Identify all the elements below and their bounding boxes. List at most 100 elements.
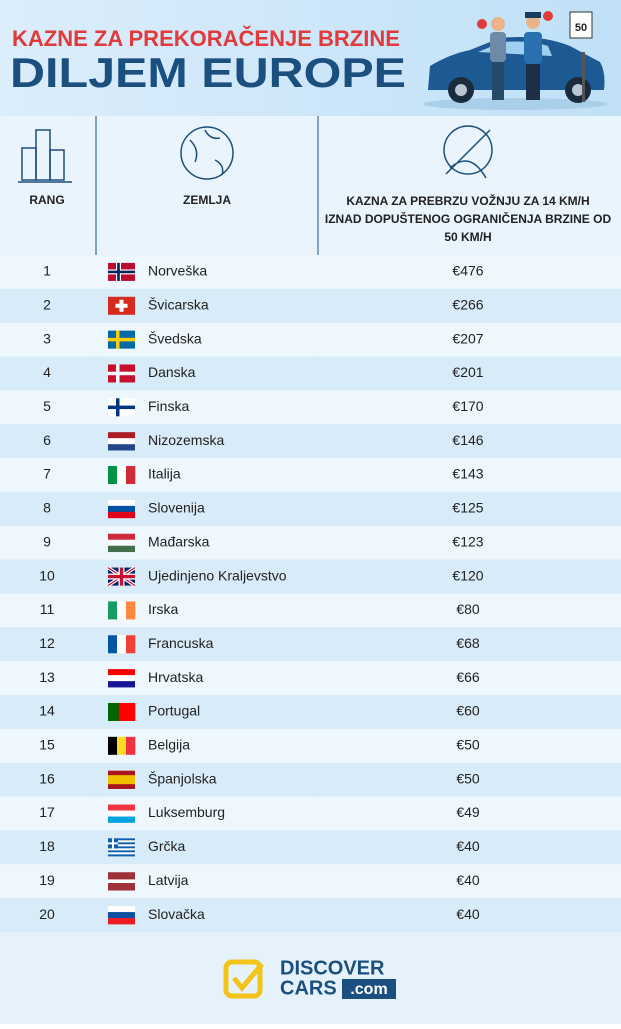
column-header: KAZNA ZA PREBRZU VOŽNJU ZA 14 KM/H IZNAD … xyxy=(325,193,612,244)
table-row: 11 Irska €80 xyxy=(0,593,621,628)
fine: €49 xyxy=(456,804,480,820)
flag-part xyxy=(108,879,135,884)
flag-part xyxy=(108,371,135,376)
fine: €40 xyxy=(456,838,480,854)
title-top: KAZNE ZA PREKORAČENJE BRZINE xyxy=(12,26,400,51)
flag-part xyxy=(126,736,136,755)
column-header: RANG xyxy=(29,193,64,207)
table-row: 15 Belgija €50 xyxy=(0,728,621,763)
row-bg xyxy=(0,661,621,696)
flag-part xyxy=(108,432,135,439)
flag-part xyxy=(108,852,135,855)
flag-part xyxy=(108,848,135,851)
flag-part xyxy=(108,775,135,785)
flag-part xyxy=(117,466,127,485)
flag-part xyxy=(108,635,118,654)
flag-part xyxy=(108,601,118,620)
row-bg xyxy=(0,593,621,628)
flag-part xyxy=(108,681,135,688)
country: Danska xyxy=(148,364,196,380)
flag-part xyxy=(108,438,135,445)
rank: 4 xyxy=(43,364,51,380)
rank: 20 xyxy=(39,906,55,922)
flag-part xyxy=(108,883,135,891)
fine: €66 xyxy=(456,669,480,685)
rank: 13 xyxy=(39,669,55,685)
fine: €120 xyxy=(452,567,483,583)
table-row: 7 Italija €143 xyxy=(0,458,621,493)
rank: 6 xyxy=(43,432,51,448)
rank: 16 xyxy=(39,770,55,786)
title-main: DILJEM EUROPE xyxy=(10,49,406,96)
fine: €123 xyxy=(452,533,483,549)
country: Luksemburg xyxy=(148,804,225,820)
flag-part xyxy=(108,846,135,849)
flag-part xyxy=(108,675,135,682)
country: Nizozemska xyxy=(148,432,224,448)
table-row: 4 Danska €201 xyxy=(0,356,621,391)
table-row: 5 Finska €170 xyxy=(0,390,621,425)
fine: €207 xyxy=(452,330,483,346)
country: Švedska xyxy=(148,330,202,346)
table-row: 19 Latvija €40 xyxy=(0,864,621,899)
flag-part xyxy=(108,405,135,410)
country: Španjolska xyxy=(148,770,217,786)
flag-part xyxy=(115,303,128,308)
row-bg xyxy=(0,864,621,899)
flag-part xyxy=(108,918,135,925)
flag-part xyxy=(108,842,118,845)
flag-part xyxy=(108,444,135,451)
flag-part xyxy=(108,844,135,847)
fine: €40 xyxy=(456,872,480,888)
flag-part xyxy=(108,499,135,507)
flag-part xyxy=(108,816,135,823)
table-row: 8 Slovenija €125 xyxy=(0,491,621,526)
row-bg xyxy=(0,288,621,323)
logo-top: DISCOVER xyxy=(280,957,385,979)
row-bg xyxy=(0,796,621,831)
row-bg xyxy=(0,898,621,933)
fine: €170 xyxy=(452,398,483,414)
flag-part xyxy=(108,804,135,811)
table-row: 9 Mađarska €123 xyxy=(0,525,621,560)
country: Belgija xyxy=(148,737,190,753)
row-bg xyxy=(0,390,621,425)
row-bg xyxy=(0,356,621,391)
country: Finska xyxy=(148,398,189,414)
fine: €40 xyxy=(456,906,480,922)
flag-part xyxy=(108,539,135,547)
fine: €50 xyxy=(456,770,480,786)
row-bg xyxy=(0,525,621,560)
table-header-bg xyxy=(0,116,621,255)
flag-part xyxy=(108,840,135,843)
rank: 1 xyxy=(43,263,51,279)
fine: €146 xyxy=(452,432,483,448)
rank: 5 xyxy=(43,398,51,414)
flag-part xyxy=(108,854,135,857)
flag-part xyxy=(108,533,135,541)
flag-part xyxy=(108,810,135,817)
fine: €476 xyxy=(452,263,483,279)
logo-suffix: .com xyxy=(350,981,387,998)
country: Francuska xyxy=(148,635,214,651)
car-illustration: 50 xyxy=(423,11,607,110)
row-bg xyxy=(0,559,621,594)
country: Ujedinjeno Kraljevstvo xyxy=(148,567,287,583)
rank: 14 xyxy=(39,703,55,719)
flag-part xyxy=(108,736,118,755)
rank: 15 xyxy=(39,737,55,753)
speed-icon xyxy=(443,125,493,179)
rank: 8 xyxy=(43,500,51,516)
row-bg xyxy=(0,424,621,459)
flag-part xyxy=(117,635,127,654)
flag-part xyxy=(108,912,135,919)
flag-part xyxy=(126,466,136,485)
row-bg xyxy=(0,830,621,865)
fine: €143 xyxy=(452,466,483,482)
fine: €266 xyxy=(452,296,483,312)
table-row: 18 Grčka €40 xyxy=(0,830,621,865)
table-row: 17 Luksemburg €49 xyxy=(0,796,621,831)
table-row: 16 Španjolska €50 xyxy=(0,762,621,797)
flag-part xyxy=(108,337,135,342)
flag-part xyxy=(108,842,135,845)
